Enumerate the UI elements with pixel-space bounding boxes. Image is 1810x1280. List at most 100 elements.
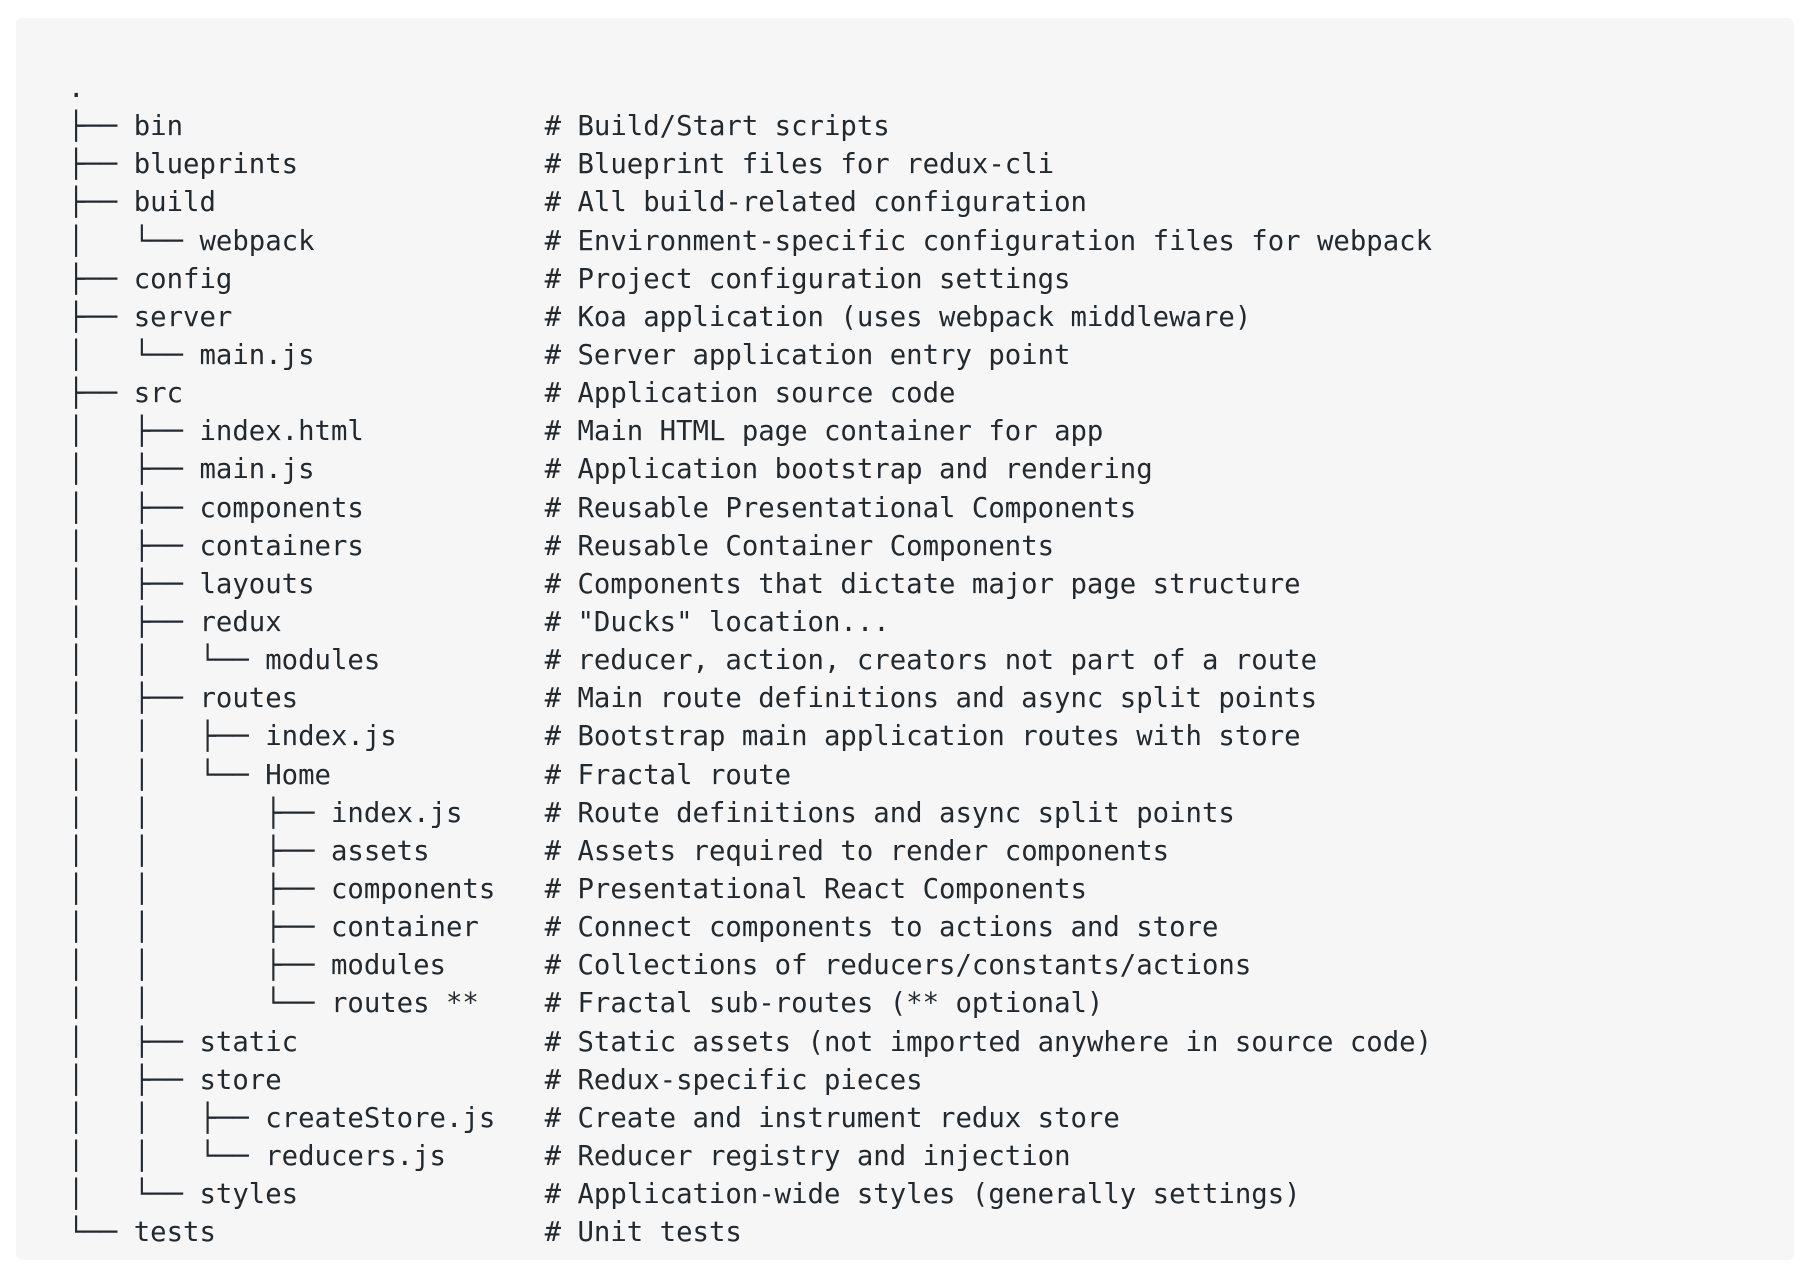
tree-path: │ ├── redux bbox=[68, 606, 282, 638]
tree-comment: # Environment-specific configuration fil… bbox=[544, 225, 1433, 257]
column-gap bbox=[216, 187, 545, 218]
tree-path: │ └── main.js bbox=[68, 339, 315, 371]
column-gap bbox=[430, 836, 545, 867]
column-gap bbox=[364, 493, 545, 524]
column-gap bbox=[479, 912, 545, 943]
tree-line: │ │ └── routes ** # Fractal sub-routes (… bbox=[68, 985, 1432, 1023]
column-gap bbox=[232, 302, 544, 333]
tree-path: │ ├── layouts bbox=[68, 568, 315, 600]
tree-path: └── tests bbox=[68, 1217, 216, 1249]
tree-line: ├── bin # Build/Start scripts bbox=[68, 108, 1432, 146]
tree-comment: # Koa application (uses webpack middlewa… bbox=[544, 301, 1252, 333]
column-gap bbox=[495, 874, 544, 905]
tree-line: └── tests # Unit tests bbox=[68, 1214, 1432, 1252]
tree-line: │ ├── main.js # Application bootstrap an… bbox=[68, 451, 1432, 489]
tree-line: │ │ └── reducers.js # Reducer registry a… bbox=[68, 1138, 1432, 1176]
tree-path: │ │ ├── createStore.js bbox=[68, 1102, 496, 1134]
tree-line: ├── blueprints # Blueprint files for red… bbox=[68, 146, 1432, 184]
tree-comment: # Connect components to actions and stor… bbox=[544, 912, 1219, 944]
tree-path: ├── config bbox=[68, 263, 233, 295]
tree-comment: # Reusable Container Components bbox=[544, 530, 1055, 562]
tree-line: │ │ ├── index.js # Bootstrap main applic… bbox=[68, 718, 1432, 756]
tree-comment: # reducer, action, creators not part of … bbox=[544, 645, 1317, 677]
tree-path: │ │ ├── index.js bbox=[68, 797, 463, 829]
tree-path: │ ├── static bbox=[68, 1026, 299, 1058]
tree-comment: # Unit tests bbox=[544, 1217, 742, 1249]
column-gap bbox=[331, 760, 545, 791]
column-gap bbox=[380, 645, 544, 676]
column-gap bbox=[315, 454, 545, 485]
column-gap bbox=[462, 798, 544, 829]
column-gap bbox=[315, 226, 545, 257]
tree-line: │ │ ├── assets # Assets required to rend… bbox=[68, 833, 1432, 871]
tree-comment: # Presentational React Components bbox=[544, 873, 1087, 905]
tree-comment: # All build-related configuration bbox=[544, 187, 1087, 219]
tree-path: │ │ └── routes ** bbox=[68, 988, 479, 1020]
tree-path: │ │ ├── modules bbox=[68, 950, 446, 982]
tree-path: │ │ └── reducers.js bbox=[68, 1140, 446, 1172]
tree-line: ├── build # All build-related configurat… bbox=[68, 184, 1432, 222]
tree-line: │ │ ├── modules # Collections of reducer… bbox=[68, 947, 1432, 985]
tree-path: . bbox=[68, 73, 85, 104]
column-gap bbox=[495, 1103, 544, 1134]
tree-path: ├── bin bbox=[68, 111, 184, 143]
tree-line: │ ├── index.html # Main HTML page contai… bbox=[68, 413, 1432, 451]
tree-line: │ │ └── modules # reducer, action, creat… bbox=[68, 642, 1432, 680]
tree-path: │ ├── store bbox=[68, 1064, 282, 1096]
tree-comment: # Create and instrument redux store bbox=[544, 1102, 1120, 1134]
tree-line: │ └── main.js # Server application entry… bbox=[68, 337, 1432, 375]
tree-path: │ ├── routes bbox=[68, 683, 299, 715]
tree-line: │ ├── redux # "Ducks" location... bbox=[68, 604, 1432, 642]
tree-path: │ │ ├── components bbox=[68, 873, 496, 905]
column-gap bbox=[298, 1179, 545, 1210]
tree-line: │ ├── layouts # Components that dictate … bbox=[68, 566, 1432, 604]
tree-path: │ │ └── Home bbox=[68, 759, 331, 791]
tree-comment: # Fractal route bbox=[544, 759, 792, 791]
column-gap bbox=[298, 683, 545, 714]
tree-path: ├── src bbox=[68, 378, 184, 410]
column-gap bbox=[397, 721, 545, 752]
tree-path: ├── build bbox=[68, 187, 216, 219]
tree-comment: # Static assets (not imported anywhere i… bbox=[544, 1026, 1433, 1058]
tree-comment: # "Ducks" location... bbox=[544, 606, 890, 638]
tree-comment: # Project configuration settings bbox=[544, 263, 1071, 295]
tree-line: │ └── webpack # Environment-specific con… bbox=[68, 223, 1432, 261]
tree-line: │ │ ├── createStore.js # Create and inst… bbox=[68, 1100, 1432, 1138]
tree-comment: # Components that dictate major page str… bbox=[544, 568, 1301, 600]
column-gap bbox=[364, 531, 545, 562]
tree-line: │ ├── components # Reusable Presentation… bbox=[68, 490, 1432, 528]
tree-comment: # Redux-specific pieces bbox=[544, 1064, 923, 1096]
tree-line: │ │ └── Home # Fractal route bbox=[68, 757, 1432, 795]
column-gap bbox=[183, 378, 545, 409]
column-gap bbox=[216, 1217, 545, 1248]
column-gap bbox=[315, 340, 545, 371]
tree-comment: # Fractal sub-routes (** optional) bbox=[544, 988, 1104, 1020]
tree-path: │ ├── index.html bbox=[68, 416, 364, 448]
tree-comment: # Main HTML page container for app bbox=[544, 416, 1104, 448]
tree-line: ├── src # Application source code bbox=[68, 375, 1432, 413]
tree-line: │ ├── static # Static assets (not import… bbox=[68, 1024, 1432, 1062]
column-gap bbox=[298, 1027, 545, 1058]
tree-path: ├── server bbox=[68, 301, 233, 333]
tree-line: . bbox=[68, 70, 1432, 108]
tree-comment: # Main route definitions and async split… bbox=[544, 683, 1317, 715]
tree-path: │ ├── containers bbox=[68, 530, 364, 562]
tree-comment: # Application bootstrap and rendering bbox=[544, 454, 1153, 486]
tree-comment: # Reducer registry and injection bbox=[544, 1140, 1071, 1172]
tree-comment: # Route definitions and async split poin… bbox=[544, 797, 1235, 829]
tree-path: │ ├── components bbox=[68, 492, 364, 524]
tree-line: │ │ ├── container # Connect components t… bbox=[68, 909, 1432, 947]
tree-path: │ ├── main.js bbox=[68, 454, 315, 486]
column-gap bbox=[364, 416, 545, 447]
tree-comment: # Reusable Presentational Components bbox=[544, 492, 1137, 524]
code-block: . ├── bin # Build/Start scripts ├── bluepr… bbox=[16, 18, 1794, 1260]
column-gap bbox=[282, 607, 545, 638]
tree-line: ├── server # Koa application (uses webpa… bbox=[68, 299, 1432, 337]
tree-path: │ │ └── modules bbox=[68, 645, 381, 677]
tree-comment: # Build/Start scripts bbox=[544, 111, 890, 143]
tree-path: ├── blueprints bbox=[68, 149, 299, 181]
tree-path: │ │ ├── container bbox=[68, 912, 479, 944]
column-gap bbox=[446, 950, 545, 981]
tree-path: │ └── webpack bbox=[68, 225, 315, 257]
column-gap bbox=[315, 569, 545, 600]
